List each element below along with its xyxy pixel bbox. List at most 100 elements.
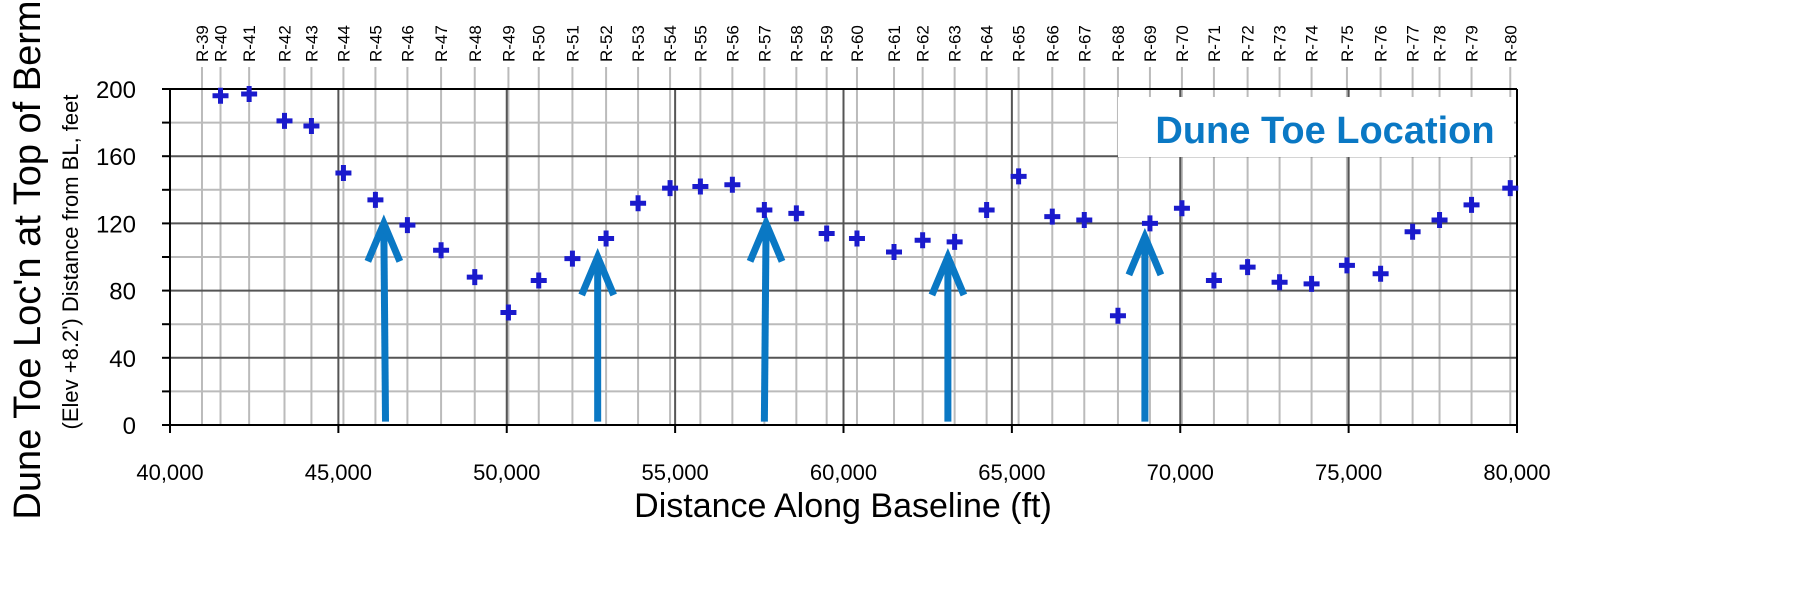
- data-point: [914, 232, 931, 249]
- arrow: [928, 247, 968, 422]
- data-point: [367, 191, 384, 208]
- data-point: [788, 205, 805, 222]
- x-axis-label: Distance Along Baseline (ft): [634, 487, 1052, 525]
- data-point: [303, 117, 320, 134]
- monument-label: R-75: [1338, 25, 1357, 62]
- data-point: [500, 304, 517, 321]
- arrow-head: [364, 214, 404, 263]
- monument-label: R-78: [1431, 25, 1450, 62]
- monument-label: R-79: [1463, 25, 1482, 62]
- data-point: [241, 86, 258, 103]
- arrow: [746, 214, 786, 422]
- minor-gridlines: [170, 67, 1517, 425]
- data-point: [662, 180, 679, 197]
- y-axis-label: Dune Toe Loc'n at Top of Berm: [7, 0, 49, 519]
- tick-labels: 40,000 45,000 50,000 55,000 60,000 65,000 70,0…: [96, 77, 1551, 485]
- data-point: [399, 217, 416, 234]
- monument-labels: R-39 R-40 R-41 R-42 R-43 R-44 R-45 R-46 R-47 R-48…: [193, 25, 1520, 62]
- monument-label: R-63: [946, 25, 965, 62]
- plot-axes: [162, 88, 1518, 433]
- monument-label: R-57: [755, 25, 774, 62]
- y-tick-label: 0: [123, 413, 136, 440]
- arrow-head: [1125, 227, 1165, 277]
- monument-label: R-67: [1075, 25, 1094, 62]
- arrow-shaft: [380, 229, 390, 422]
- data-point: [848, 230, 865, 247]
- arrows: [364, 214, 1165, 422]
- monument-label: R-40: [212, 25, 231, 62]
- monument-label: R-61: [885, 25, 904, 62]
- monument-label: R-73: [1271, 25, 1290, 62]
- data-point: [1044, 208, 1061, 225]
- monument-label: R-50: [530, 25, 549, 62]
- arrow-head: [578, 247, 617, 297]
- data-point: [1109, 307, 1126, 324]
- annotation-text: Dune Toe Location: [1155, 110, 1494, 152]
- data-point: [692, 178, 709, 195]
- data-point: [212, 87, 229, 104]
- x-tick-label: 40,000: [136, 460, 203, 485]
- data-points: [212, 86, 1519, 324]
- data-point: [1076, 212, 1093, 229]
- monument-label: R-56: [723, 25, 742, 62]
- arrow: [578, 247, 617, 422]
- monument-label: R-76: [1372, 25, 1391, 62]
- monument-label: R-71: [1205, 25, 1224, 62]
- y-tick-label: 200: [96, 77, 136, 104]
- monument-label: R-41: [240, 25, 259, 62]
- data-point: [630, 195, 647, 212]
- monument-label: R-70: [1173, 25, 1192, 62]
- arrow-shaft: [760, 229, 770, 422]
- monument-label: R-46: [398, 25, 417, 62]
- monument-label: R-62: [914, 25, 933, 62]
- monument-label: R-54: [661, 25, 680, 62]
- data-point: [1141, 215, 1158, 232]
- monument-label: R-45: [366, 25, 385, 62]
- monument-label: R-48: [466, 25, 485, 62]
- x-tick-label: 60,000: [810, 460, 877, 485]
- data-point: [724, 176, 741, 193]
- data-point: [1431, 212, 1448, 229]
- monument-label: R-44: [334, 25, 353, 62]
- x-tick-label: 80,000: [1483, 460, 1550, 485]
- monument-label: R-68: [1109, 25, 1128, 62]
- monument-label: R-49: [499, 25, 518, 62]
- monument-label: R-69: [1141, 25, 1160, 62]
- monument-label: R-47: [432, 25, 451, 62]
- data-point: [1173, 200, 1190, 217]
- data-point: [1205, 272, 1222, 289]
- x-tick-label: 45,000: [305, 460, 372, 485]
- monument-label: R-39: [193, 25, 212, 62]
- monument-label: R-74: [1303, 25, 1322, 62]
- data-point: [818, 225, 835, 242]
- x-tick-label: 55,000: [641, 460, 708, 485]
- data-point: [886, 243, 903, 260]
- arrow-head: [746, 214, 786, 263]
- monument-label: R-42: [275, 25, 294, 62]
- y-tick-label: 120: [96, 211, 136, 238]
- data-point: [564, 250, 581, 267]
- data-point: [1502, 180, 1519, 197]
- data-point: [1372, 265, 1389, 282]
- monument-label: R-77: [1404, 25, 1423, 62]
- y-tick-label: 80: [109, 279, 136, 306]
- monument-label: R-66: [1043, 25, 1062, 62]
- monument-label: R-58: [787, 25, 806, 62]
- monument-label: R-52: [597, 25, 616, 62]
- monument-label: R-59: [818, 25, 837, 62]
- data-point: [946, 233, 963, 250]
- x-tick-label: 70,000: [1147, 460, 1214, 485]
- data-point: [530, 272, 547, 289]
- y-tick-label: 40: [109, 346, 136, 373]
- arrow: [364, 214, 404, 422]
- data-point: [1271, 274, 1288, 291]
- annotation-background: [1118, 97, 1514, 157]
- monument-label: R-51: [563, 25, 582, 62]
- data-point: [978, 201, 995, 218]
- x-tick-label: 50,000: [473, 460, 540, 485]
- x-tick-label: 65,000: [978, 460, 1045, 485]
- data-point: [756, 201, 773, 218]
- data-point: [1404, 223, 1421, 240]
- y-tick-label: 160: [96, 144, 136, 171]
